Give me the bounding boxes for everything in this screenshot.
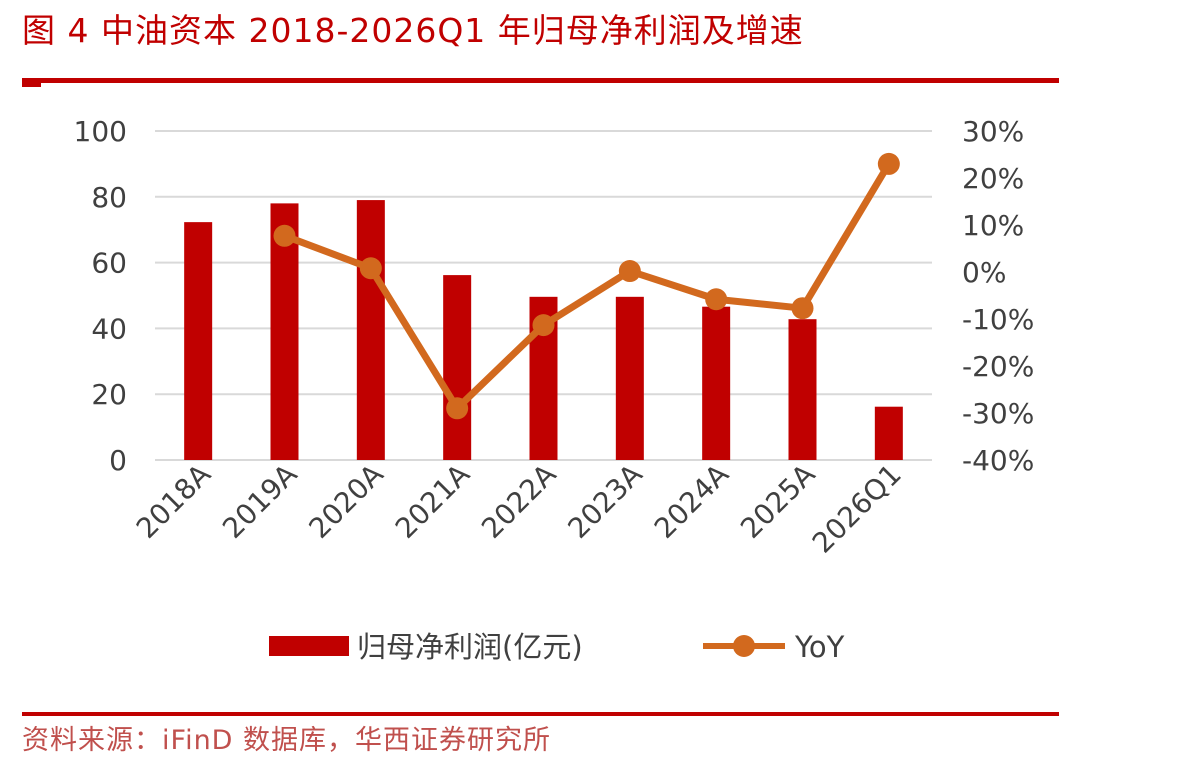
left-tick-label: 0 [109, 444, 127, 477]
source-note: 资料来源：iFinD 数据库，华西证券研究所 [22, 725, 552, 756]
x-tick-label: 2019A [216, 458, 303, 545]
right-tick-label: -30% [962, 397, 1034, 430]
yoy-line [283, 162, 892, 412]
x-tick-label: 2018A [130, 458, 217, 545]
right-tick-label: -20% [962, 350, 1034, 383]
left-axis-ticks: 0 20 40 60 80 100 [74, 115, 127, 477]
yoy-point [877, 152, 900, 175]
right-tick-label: -10% [962, 303, 1034, 336]
left-tick-label: 20 [91, 378, 127, 411]
x-tick-label: 2020A [303, 458, 390, 545]
yoy-point [791, 297, 814, 320]
right-tick-label: 30% [962, 115, 1024, 148]
left-tick-label: 40 [91, 312, 127, 345]
left-tick-label: 100 [74, 115, 127, 148]
right-tick-label: -40% [962, 444, 1034, 477]
line-series [273, 152, 900, 420]
right-tick-label: 10% [962, 209, 1024, 242]
x-tick-label: 2022A [475, 458, 562, 545]
x-axis-ticks: 2018A 2019A 2020A 2021A 2022A 2023A 2024A 2025A… [130, 458, 908, 560]
x-tick-label: 2026Q1 [806, 458, 908, 560]
yoy-point [359, 257, 382, 280]
bottom-divider [22, 712, 1059, 716]
left-tick-label: 80 [91, 181, 127, 214]
bar [874, 406, 903, 460]
bar [443, 275, 472, 460]
yoy-point [532, 314, 555, 337]
legend-line-label: YoY [794, 630, 845, 664]
x-tick-label: 2024A [648, 458, 735, 545]
bar [702, 306, 731, 460]
yoy-point [705, 288, 728, 311]
right-tick-label: 20% [962, 162, 1024, 195]
yoy-point [273, 224, 296, 247]
legend: 归母净利润(亿元) YoY [269, 630, 845, 664]
x-tick-label: 2021A [389, 458, 476, 545]
yoy-point [618, 260, 641, 283]
legend-bar-label: 归母净利润(亿元) [357, 630, 583, 664]
top-divider-mark [22, 78, 41, 87]
x-tick-label: 2023A [562, 458, 649, 545]
legend-bar-swatch [269, 636, 349, 656]
x-tick-label: 2025A [734, 458, 821, 545]
legend-line-marker [733, 635, 755, 657]
top-divider [22, 78, 1059, 83]
chart-title: 图 4 中油资本 2018-2026Q1 年归母净利润及增速 [22, 11, 804, 50]
bar [356, 200, 385, 460]
left-tick-label: 60 [91, 247, 127, 280]
bar [615, 296, 644, 460]
bar [788, 319, 817, 460]
yoy-point [446, 397, 469, 420]
right-axis-ticks: -40% -30% -20% -10% 0% 10% 20% 30% [962, 115, 1034, 477]
right-tick-label: 0% [962, 256, 1006, 289]
bar [184, 222, 213, 460]
